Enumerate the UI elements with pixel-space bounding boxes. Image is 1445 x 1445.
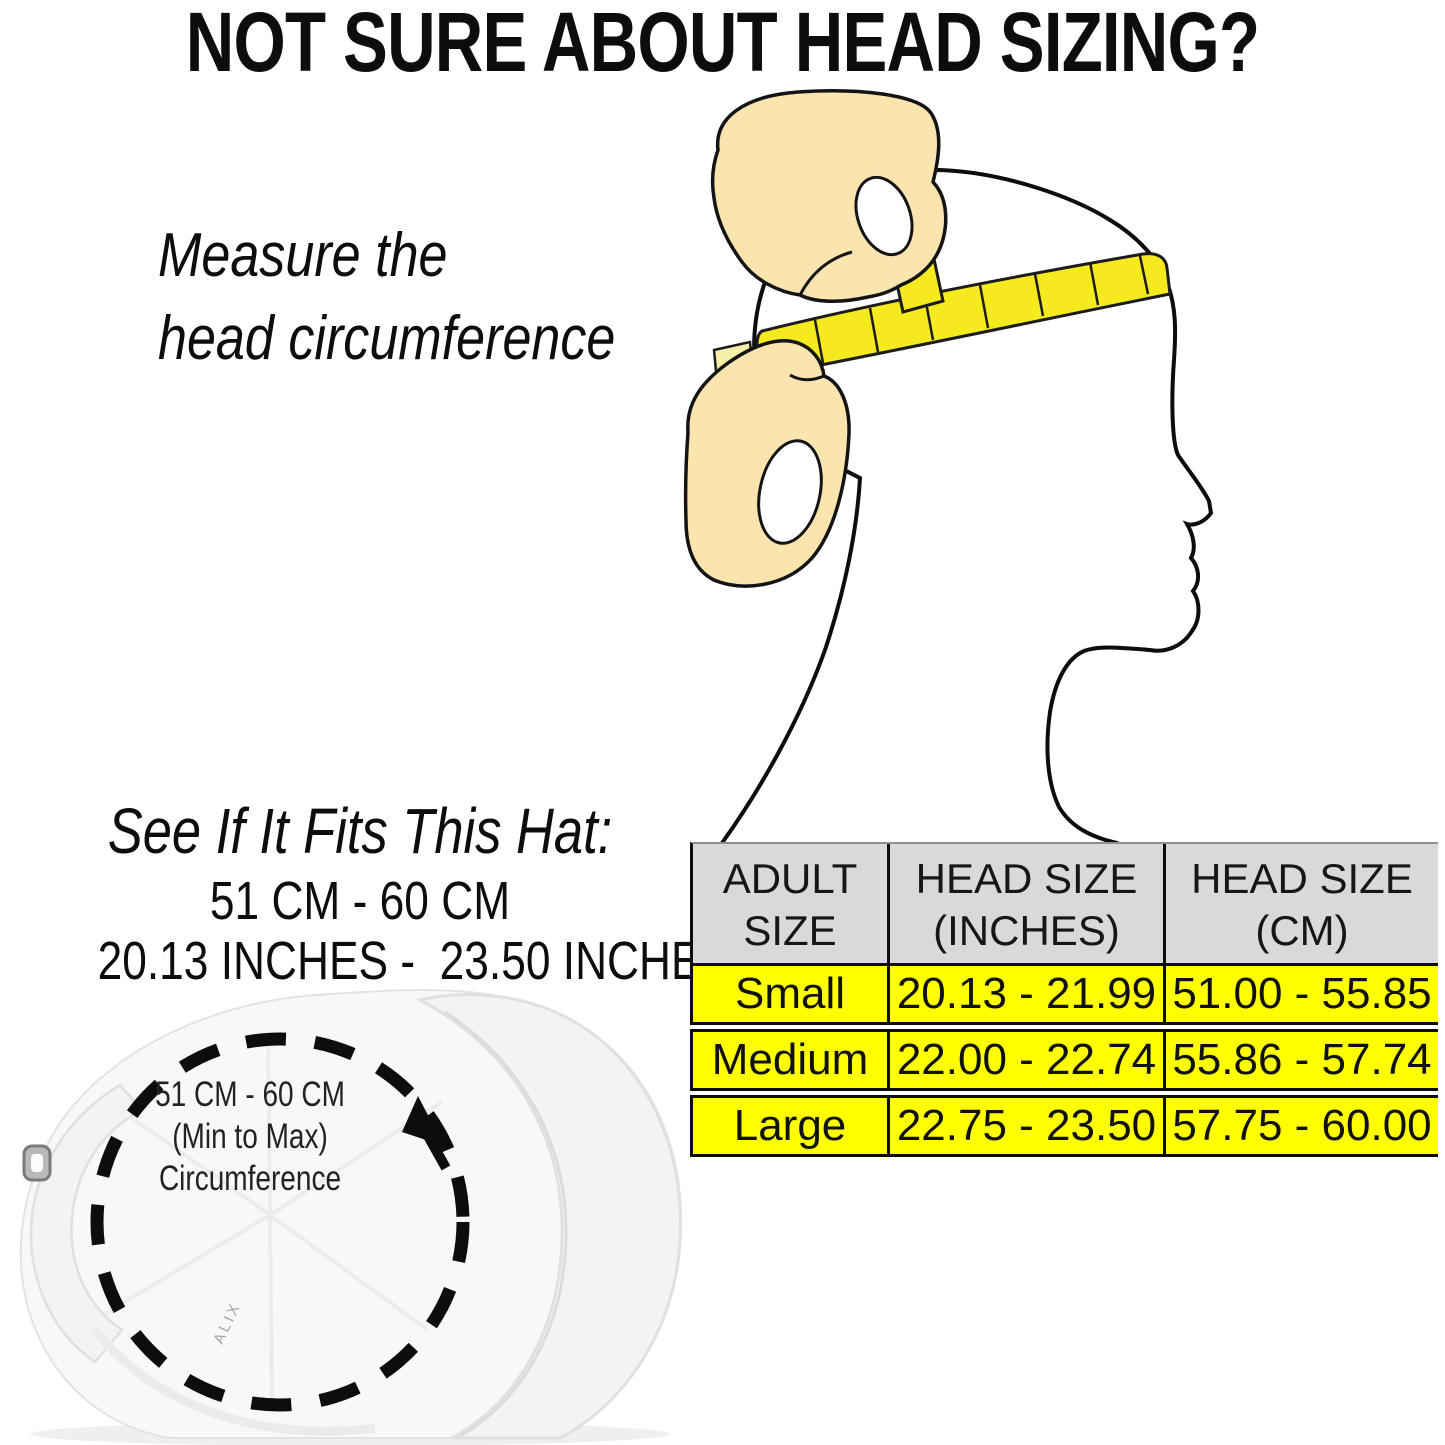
page-title: NOT SURE ABOUT HEAD SIZING? xyxy=(185,0,1260,89)
upper-hand xyxy=(710,89,948,303)
header-head-size-inches: HEAD SIZE (INCHES) xyxy=(887,844,1163,963)
brim-seam xyxy=(444,1010,568,1438)
cell-size: Large xyxy=(733,1101,847,1150)
fit-note-cm-range: 51 CM - 60 CM xyxy=(209,871,511,931)
cell-inches: 20.13 - 21.99 xyxy=(887,966,1163,1022)
size-table-header-row: ADULT SIZE HEAD SIZE (INCHES) HEAD SIZE … xyxy=(690,842,1438,963)
header-adult-size-line2: SIZE xyxy=(743,907,837,954)
crown-seams xyxy=(96,1031,444,1399)
table-row-medium: Medium 22.00 - 22.74 55.86 - 57.74 xyxy=(690,1029,1438,1091)
cell-inches: 22.00 - 22.74 xyxy=(887,1032,1163,1088)
circumference-dashed-circle xyxy=(90,1032,470,1412)
hat-photo: ALIX xyxy=(19,989,683,1445)
header-adult-size-line1: ADULT xyxy=(722,855,858,902)
fit-note: See If It Fits This Hat: 51 CM - 60 CM 2… xyxy=(97,795,731,991)
measure-instruction-line1: Measure the xyxy=(158,221,448,290)
cap-brim xyxy=(415,993,683,1440)
fit-note-inches-range: 20.13 INCHES - 23.50 INCHES xyxy=(97,931,731,991)
header-head-size-cm: HEAD SIZE (CM) xyxy=(1163,844,1438,963)
hat-circumference-label: 51 CM - 60 CM (Min to Max) Circumference xyxy=(122,1074,378,1200)
size-table: ADULT SIZE HEAD SIZE (INCHES) HEAD SIZE … xyxy=(690,842,1438,1157)
header-adult-size: ADULT SIZE xyxy=(693,844,887,963)
header-head-size-inches-line2: (INCHES) xyxy=(933,907,1120,954)
direction-arrow-icon xyxy=(402,1096,451,1171)
cell-cm: 57.75 - 60.00 xyxy=(1163,1098,1438,1154)
header-head-size-cm-line2: (CM) xyxy=(1255,907,1349,954)
table-row-large: Large 22.75 - 23.50 57.75 - 60.00 xyxy=(690,1095,1438,1157)
measure-instruction: Measure the head circumference xyxy=(158,214,615,380)
hat-label-circumference: Circumference xyxy=(158,1159,342,1198)
lower-hand xyxy=(683,338,851,588)
table-row-small: Small 20.13 - 21.99 51.00 - 55.85 xyxy=(690,963,1438,1025)
cell-size: Medium xyxy=(711,1035,869,1084)
head-measurement-illustration xyxy=(683,89,1214,845)
cell-size: Small xyxy=(734,969,846,1018)
hat-label-range: 51 CM - 60 CM xyxy=(155,1075,345,1114)
cell-cm: 51.00 - 55.85 xyxy=(1163,966,1438,1022)
hat-label-minmax: (Min to Max) xyxy=(172,1117,328,1156)
sweatband-seam xyxy=(91,1327,376,1436)
header-head-size-cm-line1: HEAD SIZE xyxy=(1191,855,1413,902)
fit-note-heading: See If It Fits This Hat: xyxy=(107,795,613,867)
strap-buckle-hole xyxy=(31,1154,43,1172)
header-head-size-inches-line1: HEAD SIZE xyxy=(915,855,1138,902)
cell-cm: 55.86 - 57.74 xyxy=(1163,1032,1438,1088)
measure-instruction-line2: head circumference xyxy=(158,304,616,374)
cell-inches: 22.75 - 23.50 xyxy=(887,1098,1163,1154)
